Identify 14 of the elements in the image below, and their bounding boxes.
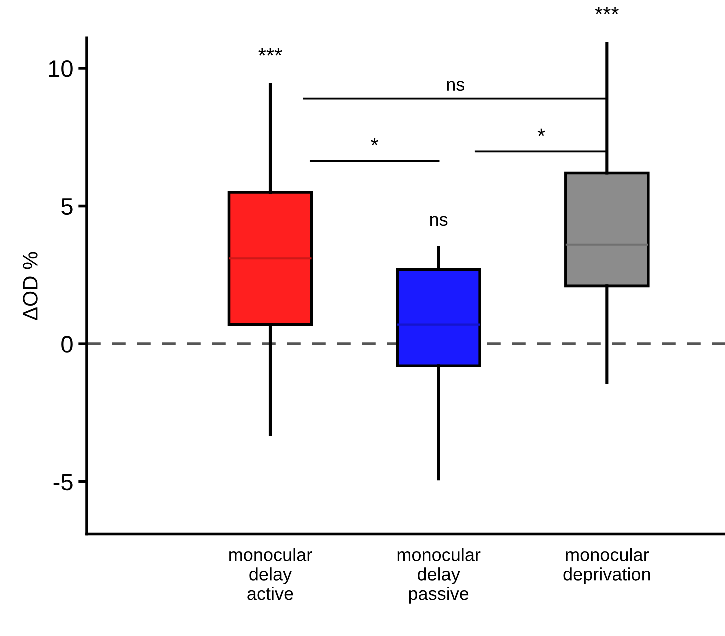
y-tick-label: 5 <box>62 198 73 216</box>
y-axis-title: ΔOD % <box>23 252 38 320</box>
annotation: * <box>371 138 379 146</box>
x-tick-label: monocular deprivation <box>564 548 650 584</box>
annotation: ns <box>430 216 448 226</box>
annotation: ns <box>447 81 465 92</box>
y-tick-label: -5 <box>54 474 73 491</box>
x-tick-label: monocular delay active <box>230 548 312 600</box>
annotation: *** <box>258 48 282 56</box>
text: *** <box>595 7 619 14</box>
y-tick-label: 0 <box>62 336 73 353</box>
x-tick-label: monocular delay passive <box>398 548 481 604</box>
annotation: * <box>538 128 546 136</box>
y-tick-label: 10 <box>49 60 73 78</box>
